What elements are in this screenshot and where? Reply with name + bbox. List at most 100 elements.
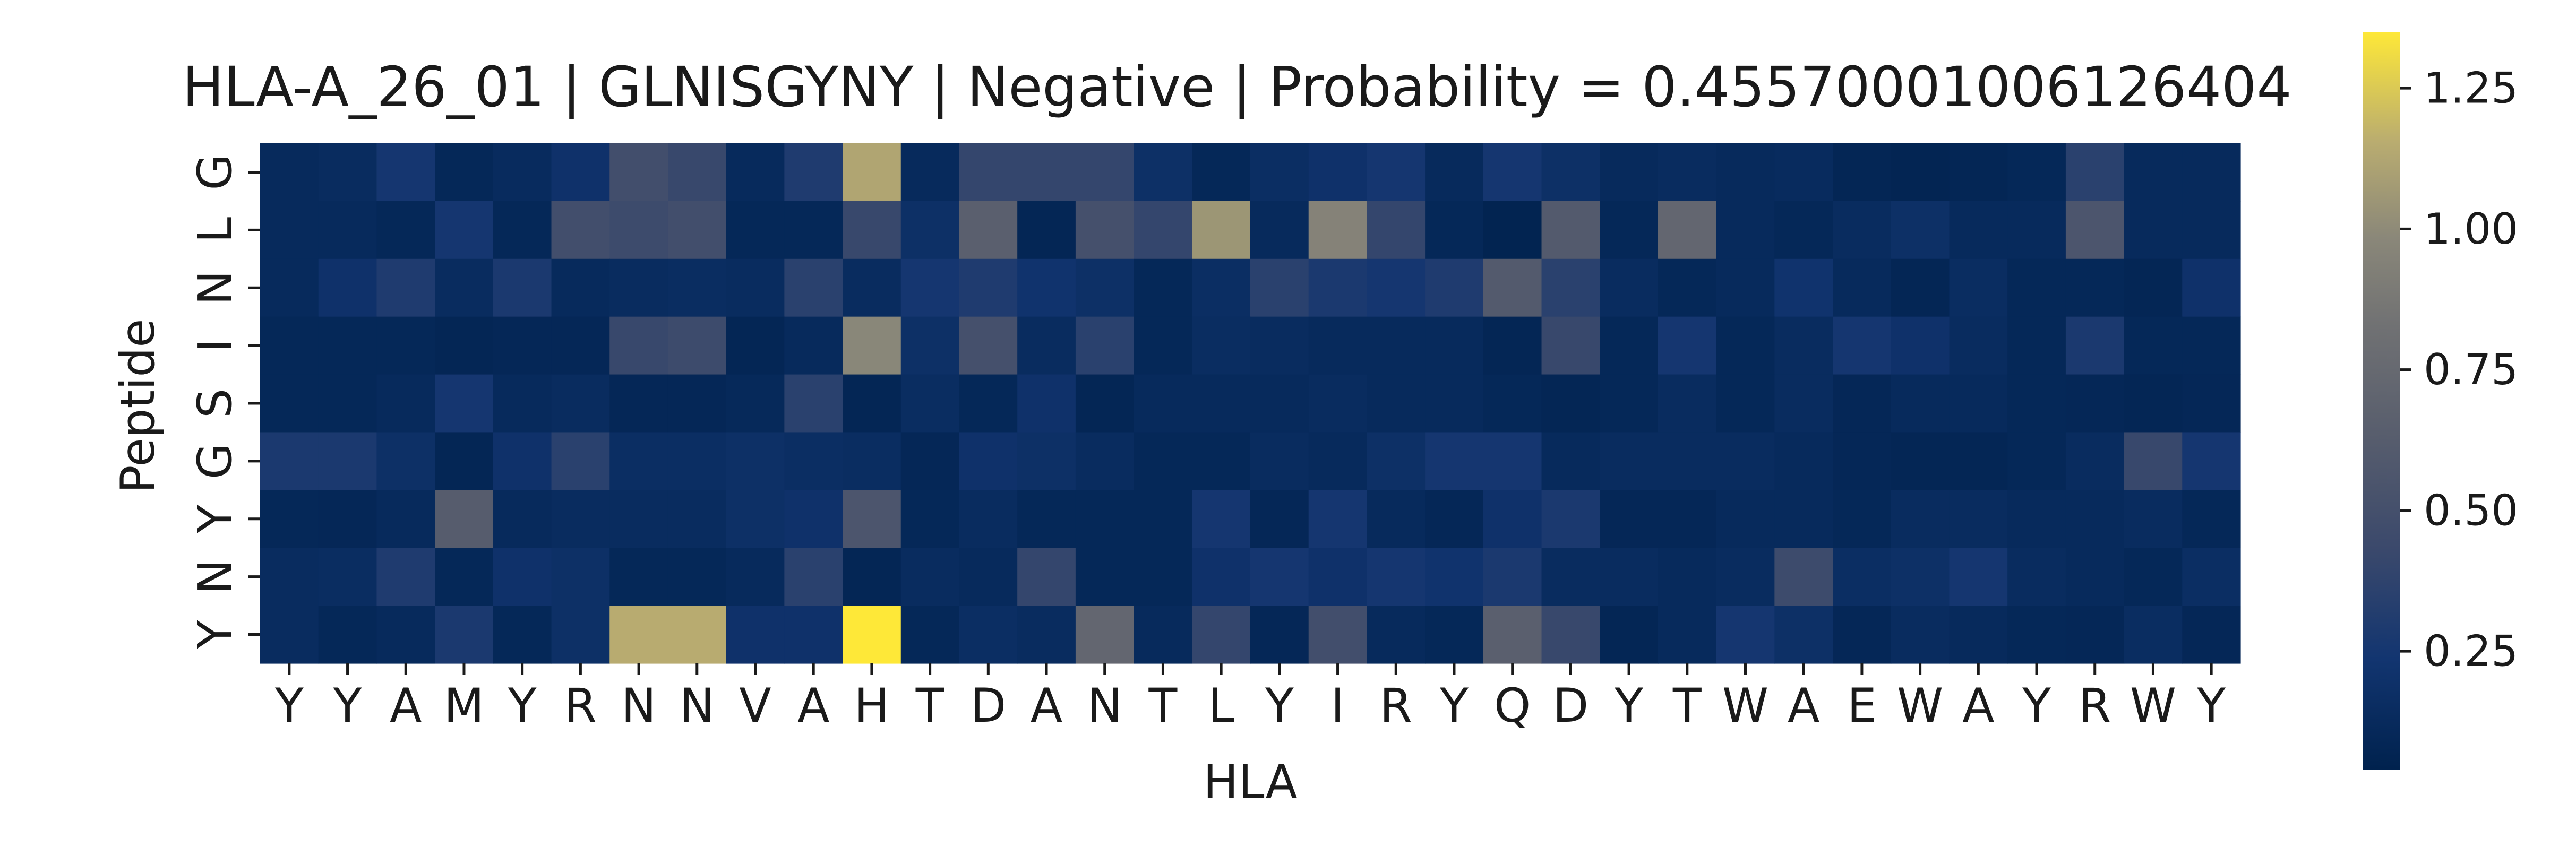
heatmap-cell	[1134, 548, 1192, 606]
heatmap-cell	[1134, 374, 1192, 433]
heatmap-cell	[1017, 490, 1076, 548]
heatmap-cell	[2065, 548, 2125, 606]
heatmap-cell	[784, 201, 843, 260]
heatmap-cell	[1192, 201, 1251, 260]
heatmap-cell	[1600, 143, 1659, 202]
heatmap-cell	[609, 258, 668, 317]
heatmap-cell	[1949, 374, 2008, 433]
heatmap-cell	[1600, 258, 1659, 317]
heatmap-cell	[260, 490, 319, 548]
heatmap-cell	[1483, 316, 1542, 375]
chart-title: HLA-A_26_01 | GLNISGYNY | Negative | Pro…	[182, 55, 2291, 119]
heatmap-cell	[1483, 201, 1542, 260]
heatmap-cell	[1308, 432, 1368, 490]
x-tick-label: Y	[2196, 678, 2226, 733]
heatmap-cell	[843, 201, 901, 260]
heatmap-cell	[1949, 258, 2008, 317]
x-tick-label: Y	[1439, 678, 1469, 733]
x-tick-label: Y	[333, 678, 362, 733]
x-tick-label: N	[1087, 678, 1122, 733]
heatmap-cell	[726, 316, 785, 375]
colorbar-ticks: 0.25 0.50 0.75 1.00 1.25	[2400, 64, 2518, 676]
heatmap-cell	[1891, 374, 1950, 433]
heatmap-cell	[551, 432, 610, 490]
heatmap-cell	[551, 548, 610, 606]
heatmap-cell	[667, 316, 727, 375]
heatmap-cell	[1308, 143, 1368, 202]
heatmap-cell	[1833, 548, 1892, 606]
x-tick-label: T	[1148, 678, 1178, 733]
heatmap-cells	[260, 143, 2241, 664]
heatmap-cell	[1833, 201, 1892, 260]
heatmap-cell	[1483, 606, 1542, 664]
heatmap-cell	[435, 258, 494, 317]
heatmap-cell	[2124, 432, 2183, 490]
heatmap-cell	[376, 606, 435, 664]
heatmap-cell	[959, 374, 1018, 433]
heatmap-cell	[1017, 201, 1076, 260]
x-tick-label: A	[1788, 678, 1819, 733]
heatmap-cell	[2065, 143, 2125, 202]
heatmap-cell	[843, 316, 901, 375]
heatmap-cell	[2007, 490, 2066, 548]
heatmap-cell	[1192, 374, 1251, 433]
heatmap-cell	[1774, 258, 1833, 317]
heatmap-cell	[609, 201, 668, 260]
heatmap-cell	[1949, 606, 2008, 664]
heatmap-cell	[959, 201, 1018, 260]
heatmap-cell	[1774, 490, 1833, 548]
x-tick-label: A	[1962, 678, 1994, 733]
heatmap-cell	[784, 316, 843, 375]
heatmap-cell	[493, 374, 552, 433]
heatmap-cell	[318, 258, 377, 317]
x-tick-label: Y	[274, 678, 304, 733]
x-tick-label: T	[1672, 678, 1702, 733]
heatmap-cell	[1367, 143, 1426, 202]
heatmap-cell	[2065, 432, 2125, 490]
heatmap-cell	[1308, 606, 1368, 664]
heatmap-cell	[2124, 548, 2183, 606]
heatmap-cell	[667, 201, 727, 260]
heatmap-cell	[435, 432, 494, 490]
heatmap-cell	[2124, 374, 2183, 433]
heatmap-cell	[2065, 316, 2125, 375]
heatmap-cell	[2007, 606, 2066, 664]
heatmap-cell	[2065, 490, 2125, 548]
heatmap-cell	[784, 258, 843, 317]
heatmap-cell	[1075, 201, 1135, 260]
x-tick-label: Y	[1614, 678, 1643, 733]
heatmap-cell	[1483, 258, 1542, 317]
heatmap-cell	[1483, 374, 1542, 433]
heatmap-cell	[959, 143, 1018, 202]
heatmap-cell	[1774, 201, 1833, 260]
x-tick-label: A	[1031, 678, 1062, 733]
heatmap-cell	[2124, 316, 2183, 375]
heatmap-cell	[2124, 606, 2183, 664]
heatmap-cell	[1308, 316, 1368, 375]
heatmap-cell	[1833, 432, 1892, 490]
heatmap-cell	[1425, 490, 1484, 548]
heatmap-cell	[1600, 548, 1659, 606]
heatmap-cell	[726, 143, 785, 202]
x-axis-label: HLA	[1203, 755, 1297, 809]
heatmap-cell	[843, 606, 901, 664]
x-tick-label: R	[2079, 678, 2111, 733]
y-tick-label: G	[188, 154, 243, 190]
heatmap-cell	[1367, 374, 1426, 433]
heatmap-cell	[1250, 316, 1309, 375]
heatmap-cell	[2007, 374, 2066, 433]
heatmap-cell	[1075, 374, 1135, 433]
heatmap-cell	[1541, 374, 1600, 433]
colorbar	[2363, 32, 2400, 770]
heatmap-cell	[1134, 490, 1192, 548]
heatmap-cell	[1541, 606, 1600, 664]
heatmap-cell	[1891, 316, 1950, 375]
x-tick-label: N	[621, 678, 656, 733]
heatmap-cell	[1600, 606, 1659, 664]
y-tick-label: I	[188, 339, 243, 352]
heatmap-cell	[2182, 258, 2241, 317]
heatmap-cell	[843, 143, 901, 202]
heatmap-cell	[1075, 143, 1135, 202]
heatmap-cell	[1541, 143, 1600, 202]
heatmap-cell	[1891, 432, 1950, 490]
